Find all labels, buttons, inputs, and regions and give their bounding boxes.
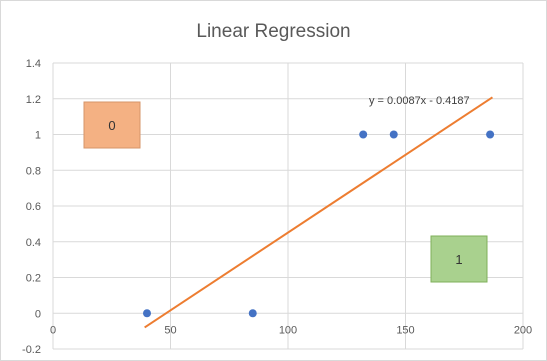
- y-tick-label: 1: [35, 130, 41, 142]
- annotation-label: 0: [108, 118, 115, 133]
- data-point: [248, 309, 257, 318]
- x-tick-label: 150: [396, 324, 414, 336]
- y-tick-label: -0.2: [22, 344, 41, 356]
- annotation-label: 1: [455, 252, 462, 267]
- data-point: [389, 130, 398, 139]
- y-tick-label: 1.2: [26, 94, 41, 106]
- y-tick-label: 0.4: [26, 237, 41, 249]
- data-point: [359, 130, 368, 139]
- x-tick-label: 0: [50, 324, 56, 336]
- annotation-box: [83, 101, 141, 149]
- annotation-box: [430, 235, 488, 283]
- trendline-equation: y = 0.0087x - 0.4187: [369, 95, 470, 107]
- trendline: [144, 96, 494, 329]
- x-tick-label: 200: [514, 324, 532, 336]
- y-tick-label: 0.6: [26, 201, 41, 213]
- y-tick-label: 0: [35, 308, 41, 320]
- x-tick-label: 50: [164, 324, 176, 336]
- y-tick-label: 0.2: [26, 273, 41, 285]
- chart-title: Linear Regression: [196, 21, 351, 42]
- x-tick-label: 100: [279, 324, 297, 336]
- y-tick-label: 1.4: [26, 58, 41, 70]
- data-point: [143, 309, 151, 318]
- y-tick-label: 0.8: [26, 165, 41, 177]
- data-point: [486, 130, 495, 139]
